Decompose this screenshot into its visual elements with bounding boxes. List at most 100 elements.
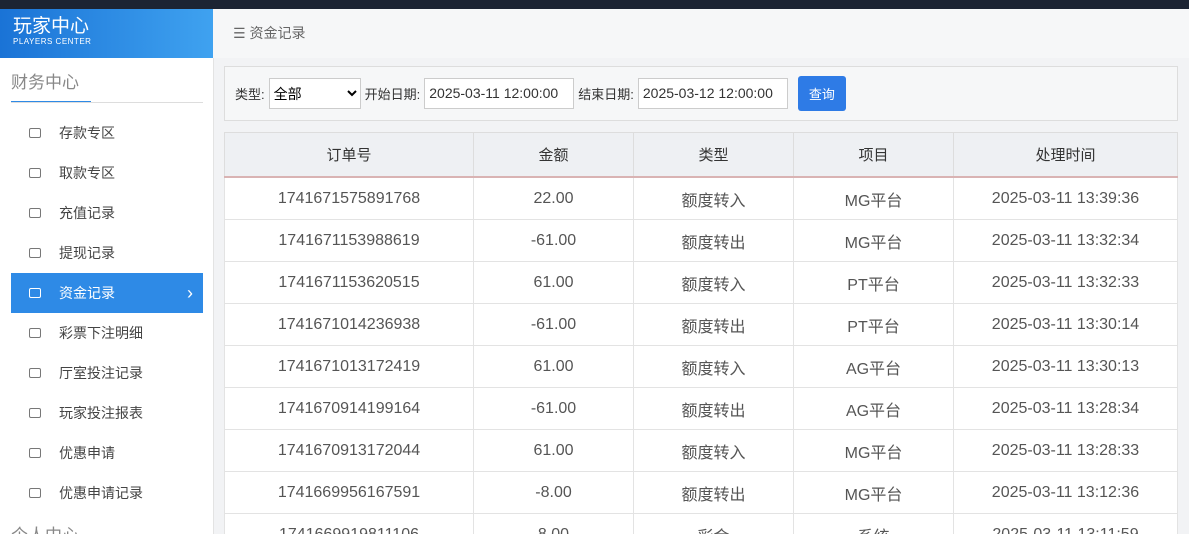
menu-label: 优惠申请	[59, 445, 115, 461]
menu-icon	[29, 368, 41, 378]
menu-label: 资金记录	[59, 285, 115, 301]
menu-label: 优惠申请记录	[59, 485, 143, 501]
table-cell: 1741669956167591	[224, 471, 474, 514]
column-header: 订单号	[224, 132, 474, 178]
logo-subtitle: PLAYERS CENTER	[13, 37, 92, 46]
label: 类型:	[235, 87, 265, 102]
menu-icon	[29, 128, 41, 138]
table-cell: 1741671153620515	[224, 261, 474, 304]
menu: 存款专区取款专区充值记录提现记录资金记录彩票下注明细厅室投注记录玩家投注报表优惠…	[0, 113, 213, 513]
table-cell: 2025-03-11 13:39:36	[953, 176, 1178, 220]
table-body: 1741671575891768 22.00 额度转入 MG平台 2025-03-11 …	[224, 176, 1178, 534]
table-cell: 额度转入	[633, 261, 794, 304]
table-row: 1741671013172419 61.00 额度转入 AG平台 2025-03-11 …	[224, 345, 1178, 388]
table-cell: 额度转入	[633, 345, 794, 388]
table-cell: 系统	[793, 513, 954, 534]
table-cell: 61.00	[473, 261, 634, 304]
table-cell: 1741670913172044	[224, 429, 474, 472]
menu-label: 提现记录	[59, 245, 115, 261]
table-cell: 额度转出	[633, 387, 794, 430]
table-cell: 2025-03-11 13:32:33	[953, 261, 1178, 304]
table-row: 1741669956167591 -8.00 额度转出 MG平台 2025-03-11 …	[224, 471, 1178, 514]
table-cell: 1741671013172419	[224, 345, 474, 388]
menu-icon	[29, 328, 41, 338]
records-table: 订单号 金额 类型 项目 处理时间 1741671575891768 22.00 额度转入 M…	[224, 132, 1178, 534]
menu-item[interactable]: 玩家投注报表	[11, 393, 203, 433]
menu-item[interactable]: 厅室投注记录	[11, 353, 203, 393]
divider	[11, 102, 203, 103]
column-header: 类型	[633, 132, 794, 178]
column-header: 项目	[793, 132, 954, 178]
table-cell: 2025-03-11 13:30:13	[953, 345, 1178, 388]
logo: 玩家中心 PLAYERS CENTER	[0, 9, 213, 58]
table-cell: -61.00	[473, 387, 634, 430]
menu-item[interactable]: 资金记录	[11, 273, 203, 313]
table-cell: 额度转入	[633, 429, 794, 472]
table-cell: 61.00	[473, 429, 634, 472]
header-row: 订单号 金额 类型 项目 处理时间	[224, 132, 1178, 178]
table-cell: 2025-03-11 13:28:34	[953, 387, 1178, 430]
table-cell: 1741670914199164	[224, 387, 474, 430]
table-cell: 2025-03-11 13:30:14	[953, 303, 1178, 346]
section-title: 财务中心	[11, 68, 91, 103]
table-cell: 1741671575891768	[224, 176, 474, 220]
menu-icon	[29, 488, 41, 498]
table-cell: AG平台	[793, 345, 954, 388]
type-select[interactable]: 全部	[268, 78, 361, 109]
logo-title: 玩家中心	[13, 16, 90, 37]
table-cell: -61.00	[473, 219, 634, 262]
table-cell: 2025-03-11 13:32:34	[953, 219, 1178, 262]
section-title[interactable]: 个人中心	[11, 521, 213, 534]
table-cell: MG平台	[793, 176, 954, 220]
filter-bar: 类型: 全部 开始日期: 2025-03-11 12:00:00 结束日期: 2…	[224, 66, 1178, 121]
menu-label: 彩票下注明细	[59, 325, 143, 341]
table-cell: PT平台	[793, 303, 954, 346]
sidebar: 玩家中心 PLAYERS CENTER 财务中心 存款专区取款专区充值记录提现记…	[0, 9, 214, 534]
label: 结束日期:	[578, 87, 634, 102]
end-date-input[interactable]: 2025-03-12 12:00:00	[637, 78, 788, 109]
table-cell: 1741671153988619	[224, 219, 474, 262]
table-cell: 1741669919811106	[224, 513, 474, 534]
table-cell: AG平台	[793, 387, 954, 430]
menu-icon	[29, 408, 41, 418]
table-cell: 2025-03-11 13:11:59	[953, 513, 1178, 534]
menu-icon	[29, 208, 41, 218]
table-cell: 2025-03-11 13:12:36	[953, 471, 1178, 514]
menu-label: 玩家投注报表	[59, 405, 143, 421]
breadcrumb-text: 资金记录	[249, 25, 306, 41]
table-cell: -61.00	[473, 303, 634, 346]
table-row: 1741671153988619 -61.00 额度转出 MG平台 2025-03-11…	[224, 219, 1178, 262]
label: 开始日期:	[364, 87, 421, 102]
menu-icon	[29, 288, 41, 298]
menu-label: 存款专区	[59, 125, 115, 141]
column-header: 金额	[473, 132, 634, 178]
table-cell: 8.00	[473, 513, 634, 534]
table-row: 1741670914199164 -61.00 额度转出 AG平台 2025-03-11…	[224, 387, 1178, 430]
table-row: 1741670913172044 61.00 额度转入 MG平台 2025-03-11 …	[224, 429, 1178, 472]
table-cell: MG平台	[793, 219, 954, 262]
menu-label: 取款专区	[59, 165, 115, 181]
start-date-input[interactable]: 2025-03-11 12:00:00	[424, 78, 575, 109]
menu-item[interactable]: 取款专区	[11, 153, 203, 193]
menu-item[interactable]: 优惠申请记录	[11, 473, 203, 513]
table-cell: 额度转出	[633, 471, 794, 514]
menu-item[interactable]: 彩票下注明细	[11, 313, 203, 353]
menu-label: 充值记录	[59, 205, 115, 221]
table-cell: 22.00	[473, 176, 634, 220]
table-row: 1741671014236938 -61.00 额度转出 PT平台 2025-03-11…	[224, 303, 1178, 346]
menu-label: 厅室投注记录	[59, 365, 143, 381]
breadcrumb: ☰ 资金记录	[213, 9, 1189, 58]
table-cell: 2025-03-11 13:28:33	[953, 429, 1178, 472]
query-button[interactable]: 查询	[797, 76, 846, 111]
menu-icon	[29, 248, 41, 258]
menu-item[interactable]: 存款专区	[11, 113, 203, 153]
menu-item[interactable]: 充值记录	[11, 193, 203, 233]
menu-item[interactable]: 提现记录	[11, 233, 203, 273]
table-cell: MG平台	[793, 429, 954, 472]
table-row: 1741671575891768 22.00 额度转入 MG平台 2025-03-11 …	[224, 176, 1178, 220]
table-cell: MG平台	[793, 471, 954, 514]
menu-item[interactable]: 优惠申请	[11, 433, 203, 473]
